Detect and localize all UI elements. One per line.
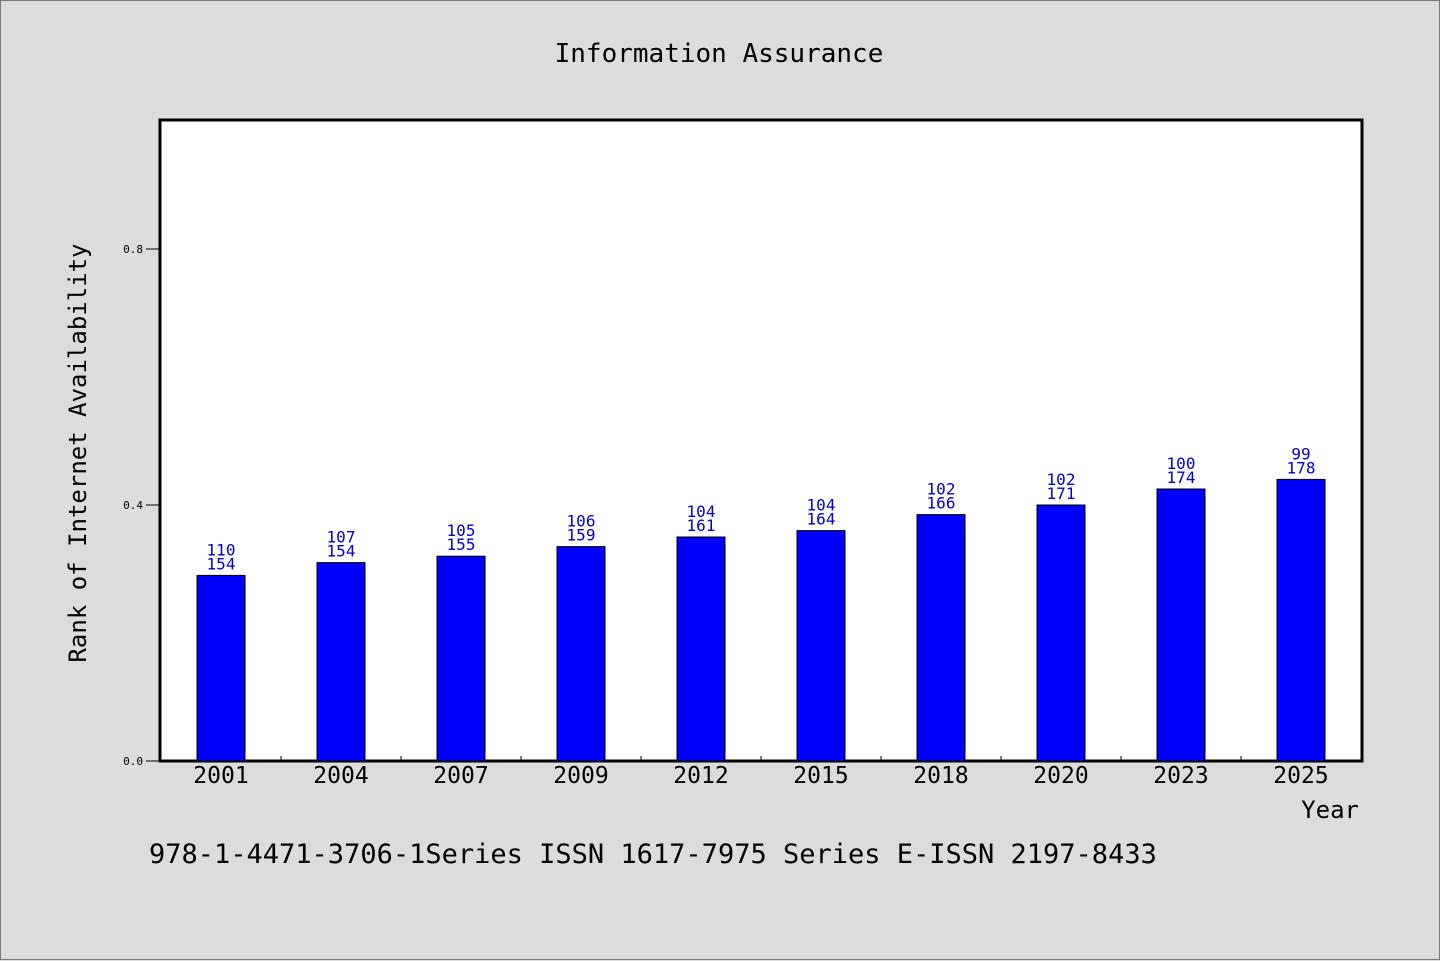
axis-ticks-group: 2001 2004 2007 2009 2012 2015 2018 2020 2023 2025… [123, 243, 1329, 789]
bar-2020 [1036, 504, 1086, 762]
data-label-2007-2: 155 [447, 535, 476, 554]
data-label-2012-2: 161 [687, 516, 716, 535]
bars-group [196, 478, 1326, 762]
data-label-2001-1: 110 [207, 540, 236, 559]
x-tick-label-2004: 2004 [313, 763, 368, 789]
data-label-2004-1: 107 [327, 528, 356, 547]
data-label-2009-1: 106 [567, 512, 596, 531]
x-tick-label-2012: 2012 [673, 763, 728, 789]
x-tick-label-2015: 2015 [793, 763, 848, 789]
bar-2004 [316, 562, 366, 762]
data-label-2025-2: 178 [1287, 458, 1316, 477]
bar-2015 [796, 530, 846, 762]
data-label-2025-1: 99 [1291, 444, 1310, 463]
x-tick-label-2001: 2001 [193, 763, 248, 789]
data-label-2012-1: 104 [687, 502, 716, 521]
data-labels-group: 1101541071541051551061591041611041641021… [207, 444, 1316, 573]
x-axis-label: Year [1301, 796, 1359, 824]
data-label-2007-1: 105 [447, 521, 476, 540]
data-label-2009-2: 159 [567, 526, 596, 545]
data-label-2015-2: 164 [807, 510, 836, 529]
x-tick-label-2007: 2007 [433, 763, 488, 789]
data-label-2015-1: 104 [807, 496, 836, 515]
bar-2007 [436, 555, 486, 762]
data-label-2020-1: 102 [1047, 470, 1076, 489]
bar-2023 [1156, 488, 1206, 762]
bar-2018 [916, 514, 966, 762]
data-label-2018-1: 102 [927, 480, 956, 499]
x-tick-label-2009: 2009 [553, 763, 608, 789]
bar-2012 [676, 536, 726, 762]
data-label-2001-2: 154 [207, 554, 236, 573]
y-axis-label: Rank of Internet Availability [64, 243, 92, 662]
data-label-2020-2: 171 [1047, 484, 1076, 503]
x-tick-label-2025: 2025 [1273, 763, 1328, 789]
footer-isbn-text: 978-1-4471-3706-1Series ISSN 1617-7975 S… [149, 839, 1157, 870]
x-tick-label-2018: 2018 [913, 763, 968, 789]
chart-title: Information Assurance [555, 39, 884, 69]
x-tick-label-2023: 2023 [1153, 763, 1208, 789]
data-label-2004-2: 154 [327, 542, 356, 561]
y-tick-label-0.4: 0.4 [123, 499, 143, 512]
y-tick-label-0.8: 0.8 [123, 243, 143, 256]
bar-2001 [196, 574, 246, 762]
bar-2009 [556, 546, 606, 762]
data-label-2018-2: 166 [927, 494, 956, 513]
y-tick-label-0.0: 0.0 [123, 755, 143, 768]
x-tick-label-2020: 2020 [1033, 763, 1088, 789]
bar-2025 [1276, 478, 1326, 762]
data-label-2023-2: 174 [1167, 468, 1196, 487]
data-label-2023-1: 100 [1167, 454, 1196, 473]
